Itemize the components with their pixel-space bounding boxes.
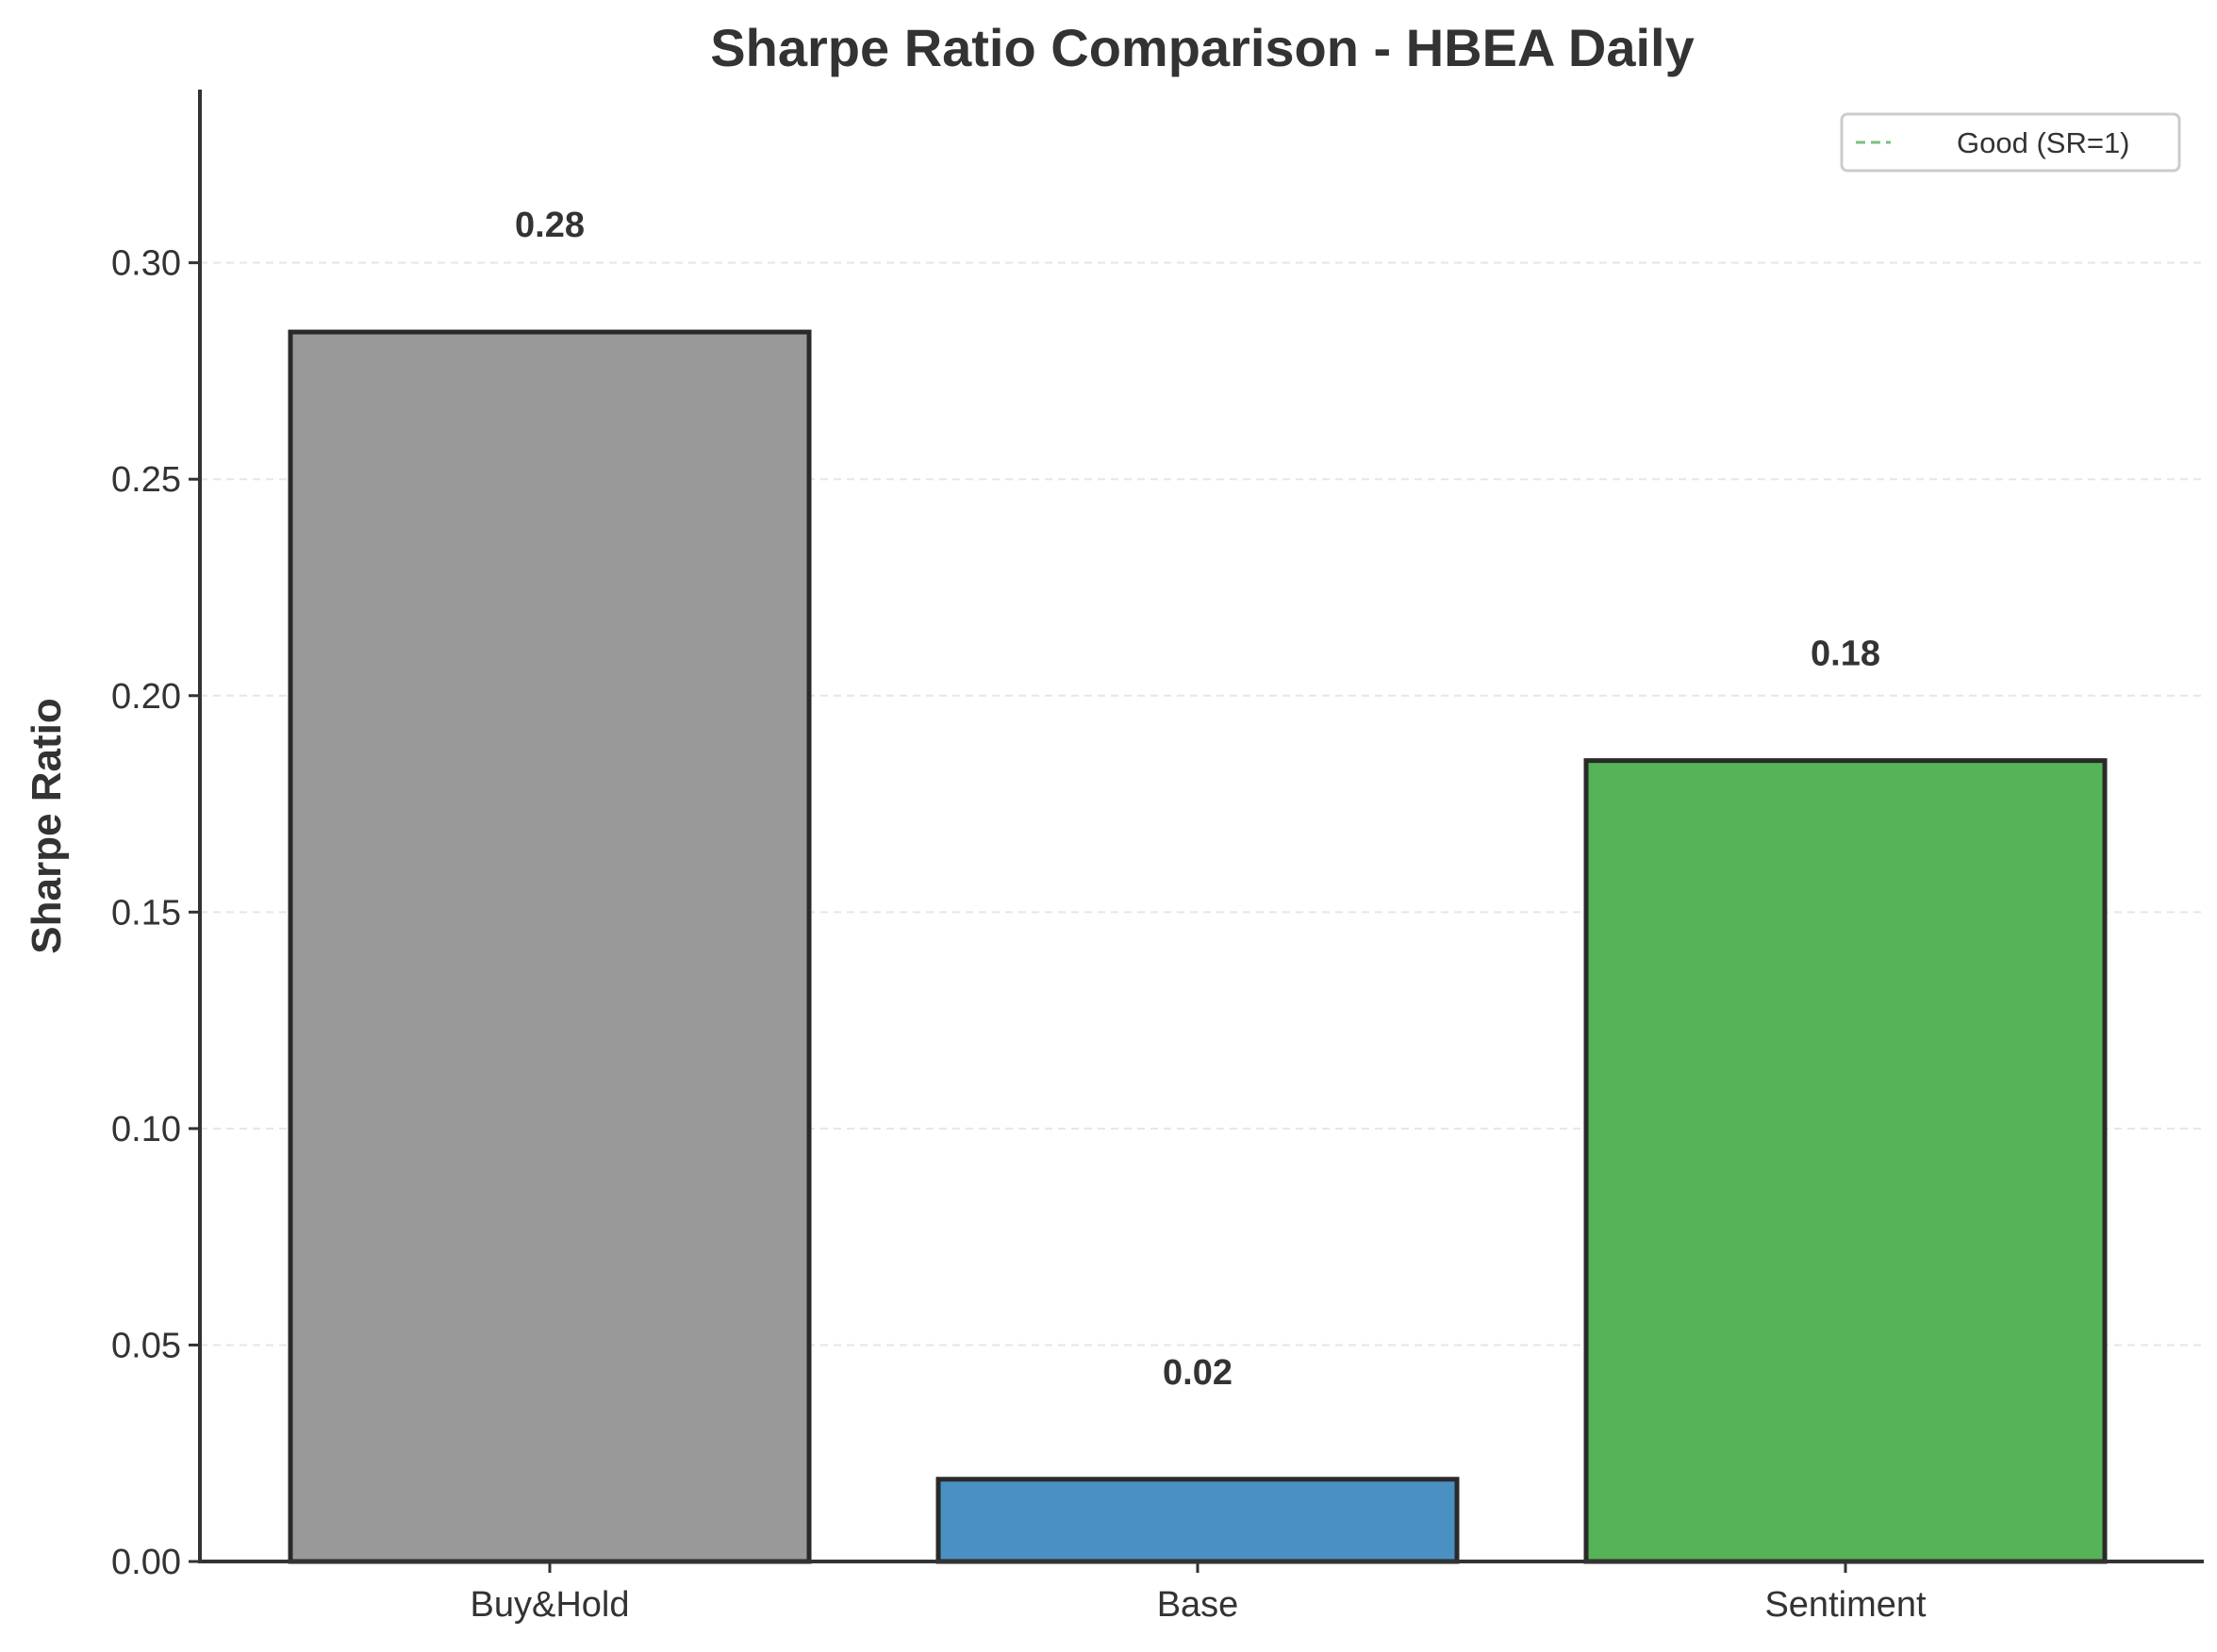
y-tick-label-3: 0.15	[111, 893, 181, 933]
data-labels: 0.28 0.02 0.18	[515, 206, 1880, 1393]
x-tick-label-base: Base	[1157, 1585, 1239, 1625]
y-tick-label-5: 0.25	[111, 460, 181, 500]
x-tick-label-sentiment: Sentiment	[1764, 1585, 1927, 1625]
x-tick-label-buy-hold: Buy&Hold	[471, 1585, 630, 1625]
y-tick-label-2: 0.10	[111, 1110, 181, 1149]
y-ticks: 0.00 0.05 0.10 0.15 0.20 0.25 0.30	[111, 244, 200, 1582]
data-label-base: 0.02	[1163, 1353, 1233, 1393]
data-label-sentiment: 0.18	[1811, 635, 1880, 674]
bar-buy-hold	[288, 329, 812, 1564]
y-tick-label-0: 0.00	[111, 1543, 181, 1582]
x-ticks: Buy&Hold Base Sentiment	[471, 1561, 1927, 1625]
bars	[288, 329, 2108, 1564]
data-label-buy-hold: 0.28	[515, 206, 585, 245]
y-tick-label-6: 0.30	[111, 244, 181, 284]
y-axis-label: Sharpe Ratio	[24, 698, 70, 953]
bar-base	[935, 1477, 1460, 1564]
axes	[198, 90, 2204, 1563]
chart-title: Sharpe Ratio Comparison - HBEA Daily	[710, 18, 1694, 77]
y-tick-label-1: 0.05	[111, 1326, 181, 1365]
legend-box	[1840, 112, 2181, 173]
legend-entry-good: Good (SR=1)	[1957, 126, 2130, 159]
y-tick-label-4: 0.20	[111, 677, 181, 717]
bar-sentiment	[1583, 758, 2108, 1564]
legend: Good (SR=1)	[1840, 112, 2181, 173]
